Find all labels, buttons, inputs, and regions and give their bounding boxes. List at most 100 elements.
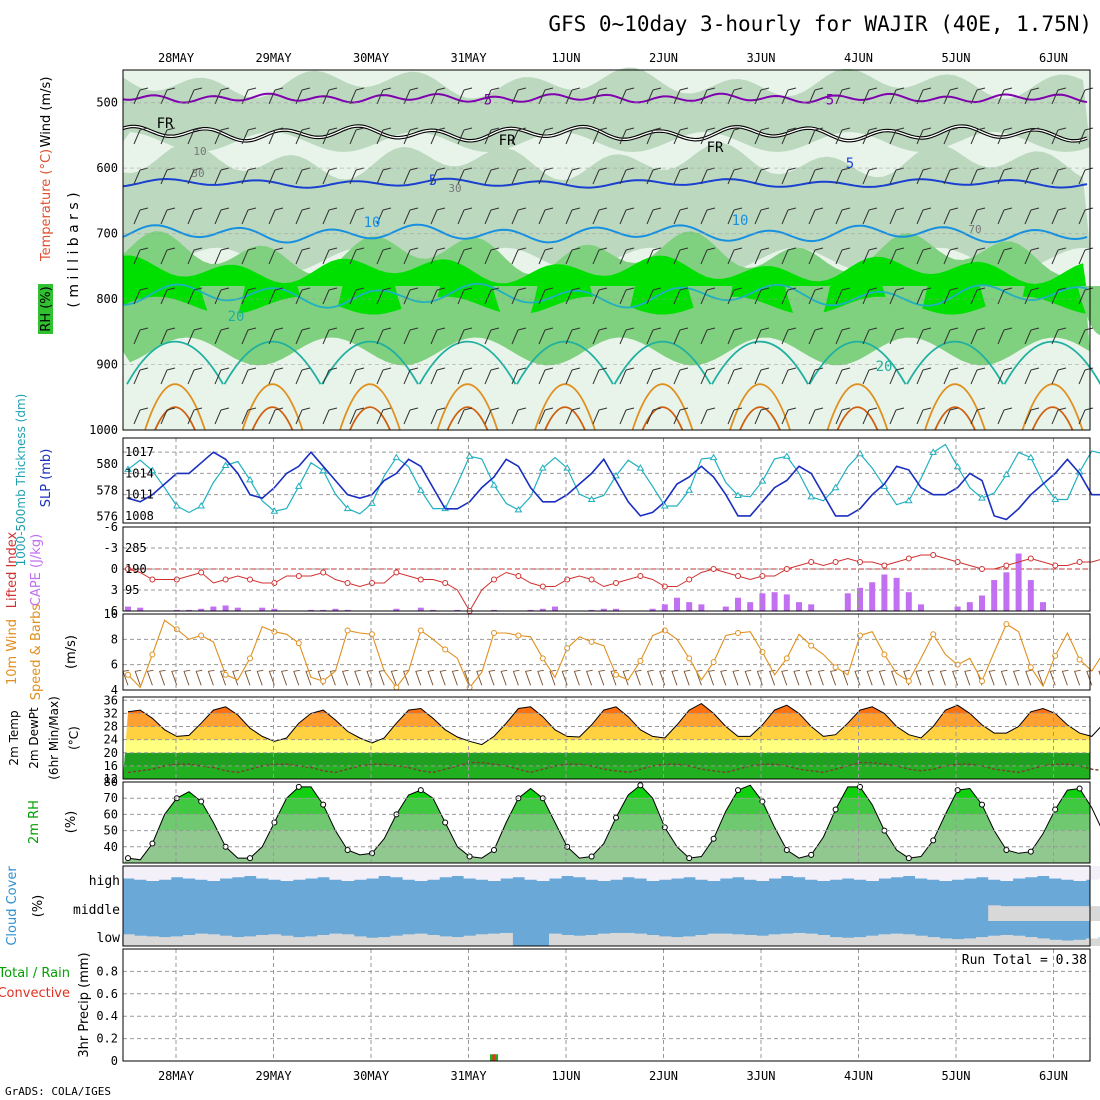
wind-barb-10m: [659, 669, 666, 686]
wind-barb: [322, 367, 338, 385]
date-label-bottom: 4JUN: [844, 1069, 873, 1083]
cloud-gap-high: [219, 866, 233, 879]
cloud-gap-high: [634, 866, 648, 879]
wind-barb: [133, 87, 149, 105]
wind-barb: [970, 247, 986, 265]
cloud-gap-high: [927, 866, 940, 880]
upper-rh-label: RH (%): [39, 286, 54, 331]
wind-barb-10m: [305, 669, 313, 686]
cloud-gap-high: [1073, 866, 1087, 881]
cloud-fill: [854, 937, 867, 946]
wind-barb-10m: [707, 669, 715, 686]
cloud-gap-high: [646, 866, 660, 881]
slp-thickness-panel: 580 578 576 1017 1014 1011 1008: [96, 443, 1100, 523]
wind-barb: [970, 327, 986, 345]
wind-barb: [673, 87, 689, 105]
wind-barb: [889, 207, 905, 225]
temp-contour-20: [613, 340, 712, 385]
rh-marker: [125, 855, 131, 862]
wind-barb: [889, 287, 905, 305]
pressure-tick-label: 700: [96, 227, 118, 241]
slp-tick: 1011: [125, 488, 154, 502]
cloud-fill: [549, 933, 562, 946]
wind-barb: [403, 247, 419, 265]
cloud-gap-high: [549, 866, 562, 879]
cloud-gap-high: [561, 866, 574, 876]
cloud-gap-high: [1037, 866, 1050, 876]
wind-speed-marker: [564, 645, 571, 652]
cloud-gap-high: [671, 866, 684, 879]
lifted-index-marker: [320, 569, 327, 576]
wind-barb-10m: [1037, 669, 1045, 686]
cloud-gap-high: [475, 866, 489, 880]
cloud-fill: [1073, 906, 1087, 921]
temp-tick: 32: [104, 706, 118, 720]
wind-barb: [322, 247, 338, 265]
cloud-fill: [695, 935, 709, 946]
lifted-index-marker: [295, 573, 302, 579]
slp-tick: 1017: [125, 445, 154, 459]
temp-contour-25: [729, 383, 791, 431]
wind-barb: [646, 87, 662, 105]
thickness-marker: [343, 504, 352, 512]
cloud-layer-bg: [123, 891, 1090, 921]
wind-barb: [133, 127, 149, 145]
thickness-marker: [221, 461, 230, 468]
rh-marker: [735, 787, 741, 794]
wind-barb-10m: [805, 669, 813, 686]
cloud-fill: [671, 937, 684, 946]
cape-bar: [332, 608, 339, 611]
wind-barb: [754, 247, 770, 265]
wind-barb: [565, 367, 581, 385]
wind-barb: [457, 207, 473, 225]
wind-barb: [781, 87, 797, 105]
wind-barb: [1024, 407, 1040, 425]
cloud-gap-high: [366, 866, 379, 879]
wind-barb: [241, 207, 257, 225]
pressure-tick-label: 900: [96, 358, 118, 372]
wind-barb-10m: [964, 669, 971, 686]
wind-barb: [1024, 167, 1040, 185]
rh-marker: [247, 855, 253, 862]
cloud-gap-high: [744, 866, 757, 880]
rh-marker: [905, 855, 912, 862]
lifted-index-marker: [783, 566, 790, 572]
cloud-fill: [768, 934, 782, 946]
lifted-index-marker: [979, 566, 985, 572]
li-tick: -3: [104, 541, 118, 555]
cloud-gap-high: [597, 866, 611, 881]
cloud-gap-high: [902, 866, 916, 876]
wind-barb: [457, 407, 473, 425]
wind-barb: [943, 407, 959, 425]
wind-barb: [943, 287, 959, 305]
cape-bar: [491, 609, 497, 611]
wind-barb: [268, 367, 284, 385]
temp-tick: 28: [104, 720, 118, 734]
wind-barb-10m: [988, 669, 996, 686]
cape-bar: [979, 595, 985, 611]
cloud-gap-high: [536, 866, 550, 881]
wind-barb: [484, 327, 500, 345]
thickness-marker: [465, 452, 474, 459]
cloud-fill: [1098, 937, 1100, 946]
wind-barb: [916, 207, 932, 225]
wind-barb: [187, 327, 203, 345]
wind-speed-marker: [442, 646, 449, 653]
wind-barbs: [133, 87, 1094, 425]
rh-marker: [808, 851, 815, 858]
wind-barb: [889, 367, 905, 385]
wind-barb-10m: [1098, 670, 1100, 676]
cloud-gap-high: [866, 866, 879, 881]
wind-barb: [214, 167, 230, 185]
cloud-gap-high: [195, 866, 208, 880]
cloud-fill: [183, 935, 196, 946]
lifted-index-marker: [125, 566, 131, 572]
wind-barb: [673, 327, 689, 345]
cloud-gap-high: [963, 866, 977, 879]
wind-barb: [322, 127, 338, 145]
wind-barb-10m: [890, 669, 898, 686]
contour-label: 20: [876, 359, 893, 375]
thickness-marker: [1026, 453, 1035, 461]
wind-barb-10m: [939, 669, 947, 686]
cloud-fill: [634, 933, 648, 946]
